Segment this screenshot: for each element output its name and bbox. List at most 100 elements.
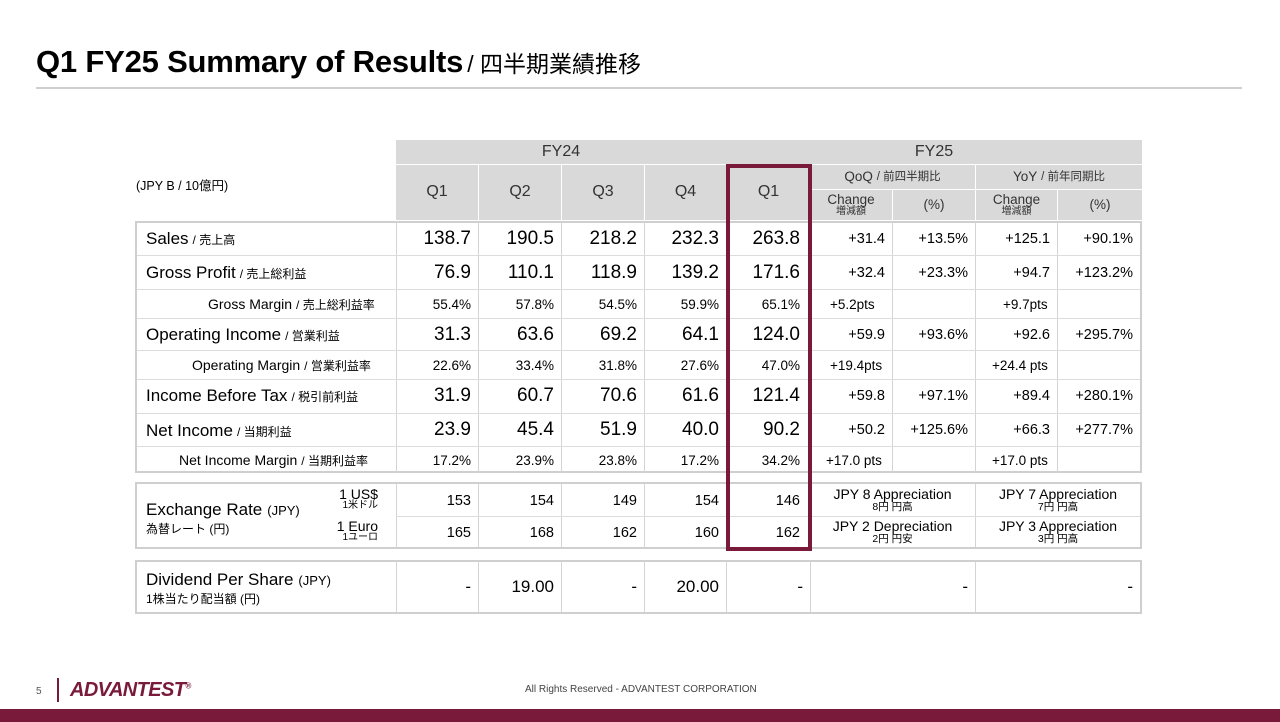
value-cell-highlight: 171.6 (752, 262, 800, 283)
col-divider (561, 484, 562, 547)
qoq-pct-cell: +97.1% (918, 388, 968, 404)
value-cell: 61.6 (682, 385, 719, 406)
row-divider (137, 379, 1140, 380)
row-label-jp: / 売上高 (192, 232, 236, 247)
row-label-operating-income: Operating Income / 営業利益 (146, 322, 340, 348)
qoq-header-text: QoQ (844, 168, 873, 184)
row-label-text: Operating Income (146, 325, 282, 344)
value-cell: 23.9% (515, 452, 554, 468)
yoy-change-cell: +17.0 pts (992, 452, 1048, 468)
logo-text: ADVANTEST (70, 679, 186, 701)
row-label-jp: / 税引前利益 (291, 389, 359, 404)
value-cell: 64.1 (682, 324, 719, 345)
col-divider (1057, 221, 1058, 473)
exchange-rate-table (135, 482, 1142, 549)
yoy-header-text: YoY (1013, 168, 1038, 184)
fx-unit-usd-jp: 1米ドル (342, 500, 378, 511)
fy25-q1-highlight (726, 164, 812, 551)
row-divider (396, 516, 1140, 517)
value-cell: 70.6 (600, 385, 637, 406)
row-label-jp: / 売上総利益 (239, 266, 307, 281)
col-divider (892, 221, 893, 473)
row-label-sales: Sales / 売上高 (146, 226, 235, 252)
header-col-divider (561, 165, 562, 220)
financials-table (135, 221, 1142, 473)
fx-unit-eur: 1 Euro 1ユーロ (310, 519, 378, 543)
col-divider (726, 562, 727, 612)
fx-unit-usd: 1 US$ 1米ドル (310, 487, 378, 511)
row-label-text: Sales (146, 229, 189, 248)
fx-eur-cell: 160 (694, 525, 719, 541)
dividend-label-unit: (JPY) (298, 572, 331, 588)
value-cell: 139.2 (671, 262, 719, 283)
fx-usd-cell: 154 (694, 493, 719, 509)
qoq-pct-cell: +23.3% (918, 265, 968, 281)
value-cell: 118.9 (590, 262, 637, 283)
value-cell: 31.8% (598, 357, 637, 373)
yoy-pct-cell: +295.7% (1075, 327, 1133, 343)
col-header-q3-fy24: Q3 (592, 183, 614, 201)
qoq-header-jp: / 前四半期比 (876, 170, 941, 183)
value-cell: 33.4% (515, 357, 554, 373)
col-divider (396, 562, 397, 612)
header-col-divider (975, 165, 976, 220)
col-divider (396, 221, 397, 473)
value-cell-highlight: 34.2% (761, 452, 800, 468)
exchange-rate-label-text: Exchange Rate (146, 500, 263, 519)
col-divider (561, 221, 562, 473)
qoq-change-cell: +50.2 (848, 422, 885, 438)
fx-eur-cell-highlight: 162 (775, 525, 800, 541)
col-divider (396, 484, 397, 547)
value-cell-highlight: 65.1% (761, 296, 800, 312)
advantest-logo: ADVANTEST® (70, 679, 191, 701)
value-cell: 22.6% (432, 357, 471, 373)
bottom-band (0, 709, 1280, 722)
page-title: Q1 FY25 Summary of Results / 四半期業績推移 (36, 44, 641, 80)
qoq-change-cell: +32.4 (848, 265, 885, 281)
fx-unit-usd-text: 1 US$ (339, 486, 378, 502)
row-divider (137, 289, 1140, 290)
exchange-rate-label-jp: 為替レート (円) (146, 521, 230, 536)
fx-usd-yoy-jp: 7円 円高 (1037, 500, 1079, 513)
fx-usd-qoq-text: JPY 8 Appreciation (833, 486, 952, 502)
row-label-gross-profit: Gross Profit / 売上総利益 (146, 260, 306, 286)
value-cell: 76.9 (434, 262, 471, 283)
value-cell: 23.9 (434, 419, 471, 440)
qoq-change-header: Change 増減額 (810, 190, 892, 220)
fx-unit-eur-text: 1 Euro (336, 518, 378, 534)
row-divider (137, 413, 1140, 414)
dividend-yoy-cell: - (1127, 577, 1133, 596)
fy25-header: FY25 (914, 142, 954, 160)
qoq-change-cell: +5.2pts (830, 296, 875, 312)
fx-usd-qoq-jp: 8円 円高 (872, 500, 913, 513)
value-cell: 59.9% (680, 296, 719, 312)
row-label-text: Income Before Tax (146, 386, 288, 405)
row-label-jp: / 営業利益 (285, 328, 340, 343)
page-title-jp: / 四半期業績推移 (467, 51, 642, 77)
value-cell: 63.6 (517, 324, 554, 345)
footer-divider (57, 678, 59, 702)
row-label-text: Net Income (146, 421, 233, 440)
header-divider (396, 164, 726, 165)
value-cell: 17.2% (432, 452, 471, 468)
exchange-rate-label: Exchange Rate (JPY) (146, 499, 300, 521)
col-divider (478, 484, 479, 547)
col-divider (810, 562, 811, 612)
header-col-divider (644, 165, 645, 220)
value-cell-highlight: 121.4 (752, 385, 800, 406)
row-label-text: Gross Margin (208, 296, 293, 312)
fx-usd-yoy-text: JPY 7 Appreciation (998, 486, 1118, 502)
yoy-change-cell: +9.7pts (1003, 296, 1048, 312)
value-cell-highlight: 124.0 (752, 324, 800, 345)
row-label-jp: / 売上総利益率 (296, 297, 375, 312)
fx-usd-cell: 153 (446, 493, 471, 509)
col-divider (975, 221, 976, 473)
dividend-label-jp: 1株当たり配当額 (円) (146, 591, 261, 606)
header-divider (810, 164, 1142, 165)
col-header-q1-fy25: Q1 (757, 183, 780, 201)
qoq-pct-cell: +93.6% (918, 327, 968, 343)
row-label-gross-margin: Gross Margin / 売上総利益率 (208, 292, 375, 316)
yoy-change-header: Change 増減額 (976, 190, 1057, 220)
dividend-qoq-cell: - (962, 577, 968, 596)
row-label-text: Operating Margin (192, 357, 301, 373)
